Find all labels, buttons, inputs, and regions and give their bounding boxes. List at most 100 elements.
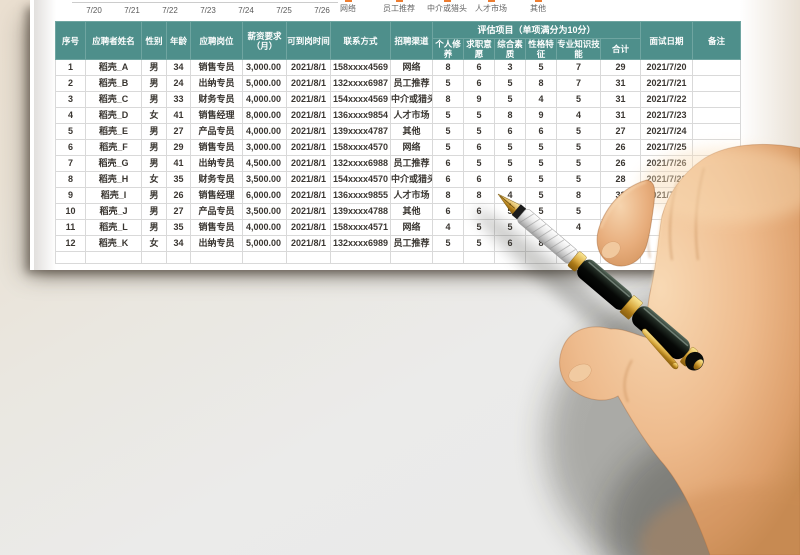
table-row: 2 稻壳_B 男 24 出纳专员 5,000.00 2021/8/1 132xxxx6987 员… — [55, 75, 742, 93]
table-cell: 8 — [55, 171, 86, 189]
table-cell: 稻壳_I — [85, 187, 142, 205]
table-cell: 10 — [55, 203, 86, 221]
table-cell: 8 — [432, 59, 464, 77]
chart-x-axis-line — [72, 2, 338, 3]
table-cell: 3,000.00 — [242, 139, 287, 157]
table-cell: 132xxxx6989 — [330, 235, 391, 253]
table-cell: 8 — [432, 91, 464, 109]
table-cell — [692, 123, 742, 141]
table-cell: 4,000.00 — [242, 91, 287, 109]
table-cell: 5 — [55, 123, 86, 141]
palm-edge-highlight — [650, 215, 663, 289]
table-cell: 5,000.00 — [242, 235, 287, 253]
legend-label: 员工推荐 — [383, 4, 415, 13]
col-header-channel: 招聘渠道 — [390, 20, 433, 61]
table-cell: 2021/8/1 — [286, 123, 331, 141]
table-cell: 员工推荐 — [390, 235, 433, 253]
table-cell: 5 — [525, 187, 557, 205]
table-cell: 财务专员 — [190, 91, 243, 109]
table-cell: 12 — [55, 235, 86, 253]
col-header-position: 应聘岗位 — [190, 20, 243, 61]
table-cell: 稻壳_D — [85, 107, 142, 125]
table-cell: 5 — [494, 155, 526, 173]
pen-clip-ball — [671, 362, 679, 369]
table-cell: 女 — [141, 235, 167, 253]
legend-swatch-icon — [534, 0, 542, 2]
table-cell: 154xxxx4570 — [330, 171, 391, 189]
table-cell: 3 — [55, 91, 86, 109]
col-header-salary: 薪资要求（月） — [242, 20, 287, 61]
table-cell: 6 — [463, 59, 495, 77]
legend-swatch-icon — [487, 0, 495, 2]
table-cell: 9 — [525, 107, 557, 125]
table-cell: 产品专员 — [190, 203, 243, 221]
table-cell: 158xxxx4570 — [330, 139, 391, 157]
table-cell: 稻壳_L — [85, 219, 142, 237]
chart-date-tick: 7/26 — [314, 6, 330, 15]
table-cell: 34 — [166, 235, 191, 253]
table-cell: 稻壳_H — [85, 171, 142, 189]
table-cell: 5 — [525, 171, 557, 189]
fountain-pen — [497, 193, 704, 371]
table-cell: 销售经理 — [190, 187, 243, 205]
table-cell: 8 — [556, 187, 601, 205]
table-cell: 男 — [141, 75, 167, 93]
table-cell: 5 — [556, 171, 601, 189]
table-cell: 销售专员 — [190, 219, 243, 237]
table-cell: 2021/7/23 — [640, 107, 694, 125]
col-header-seq: 序号 — [55, 20, 86, 61]
table-cell: 5 — [494, 91, 526, 109]
legend-swatch-icon — [443, 0, 451, 2]
table-cell: 男 — [141, 123, 167, 141]
table-cell: 26 — [599, 139, 642, 157]
table-cell: 稻壳_J — [85, 203, 142, 221]
legend-label: 人才市场 — [475, 4, 507, 13]
chart-date-tick: 7/22 — [162, 6, 178, 15]
table-cell: 132xxxx6987 — [330, 75, 391, 93]
table-cell: 5,000.00 — [242, 75, 287, 93]
table-cell: 136xxxx9854 — [330, 107, 391, 125]
table-cell: 29 — [599, 59, 642, 77]
pen-barrel — [577, 259, 633, 310]
table-cell: 4 — [55, 107, 86, 125]
table-cell: 6 — [525, 123, 557, 141]
table-cell — [330, 251, 391, 265]
col-header-remark: 备注 — [692, 20, 742, 61]
table-cell: 3,500.00 — [242, 171, 287, 189]
table-cell: 5 — [556, 139, 601, 157]
table-cell: 销售经理 — [190, 107, 243, 125]
table-cell: 2021/7/22 — [640, 91, 694, 109]
table-cell: 2021/8/1 — [286, 75, 331, 93]
table-cell: 35 — [166, 171, 191, 189]
table-cell: 销售专员 — [190, 139, 243, 157]
table-cell: 男 — [141, 91, 167, 109]
table-cell — [692, 91, 742, 109]
table-cell: 5 — [525, 139, 557, 157]
table-cell: 男 — [141, 139, 167, 157]
table-cell: 女 — [141, 171, 167, 189]
pen-ferrule — [511, 204, 527, 220]
table-cell: 2021/7/21 — [640, 75, 694, 93]
col-header-total: 合计 — [599, 37, 642, 61]
table-cell: 41 — [166, 155, 191, 173]
table-cell: 7 — [556, 75, 601, 93]
table-cell — [190, 251, 243, 265]
table-cell: 3,500.00 — [242, 203, 287, 221]
table-row: 3 稻壳_C 男 33 财务专员 4,000.00 2021/8/1 154xxxx4569 中… — [55, 91, 742, 109]
table-cell: 154xxxx4569 — [330, 91, 391, 109]
table-cell: 27 — [166, 123, 191, 141]
table-cell: 9 — [55, 187, 86, 205]
table-cell: 27 — [166, 203, 191, 221]
legend-swatch-icon — [395, 0, 403, 2]
hand-holding-pen-photo — [474, 143, 800, 555]
table-cell: 5 — [463, 107, 495, 125]
table-cell: 女 — [141, 107, 167, 125]
table-cell: 158xxxx4569 — [330, 59, 391, 77]
chart-date-tick: 7/25 — [276, 6, 292, 15]
table-cell: 2021/8/1 — [286, 203, 331, 221]
legend-item: 网络 — [320, 0, 376, 14]
table-cell — [85, 251, 142, 265]
index-finger-nail — [601, 241, 621, 259]
table-cell: 2 — [55, 75, 86, 93]
col-header-quality: 综合素质 — [494, 37, 526, 61]
